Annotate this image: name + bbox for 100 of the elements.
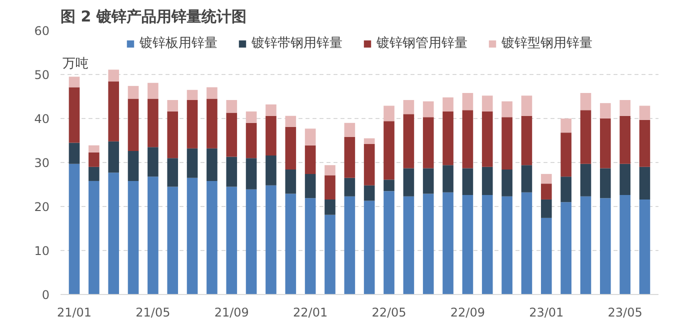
bar [128, 180, 139, 294]
y-tick-label: 30 [34, 156, 50, 170]
bar [422, 194, 434, 294]
bar [266, 104, 276, 116]
bar [285, 126, 296, 170]
x-tick-label: 21/09 [214, 306, 249, 320]
bar [422, 117, 434, 168]
bar [403, 100, 414, 114]
bar [128, 98, 139, 152]
bar [600, 103, 611, 118]
bar [206, 148, 218, 181]
bar [324, 165, 336, 176]
bar [108, 82, 120, 142]
bar [502, 117, 512, 170]
bar [560, 132, 572, 177]
chart-title: 图 2 镀锌产品用锌量统计图 [60, 8, 246, 26]
bar [324, 175, 336, 200]
bar [580, 196, 592, 294]
bar [128, 86, 139, 99]
bar [502, 101, 512, 118]
bar [560, 202, 572, 294]
bar [88, 145, 100, 152]
bar [442, 165, 454, 192]
bar [482, 111, 493, 167]
bar [167, 100, 178, 112]
bar [364, 185, 375, 201]
bar [580, 92, 592, 110]
bar [580, 110, 592, 164]
bar [442, 192, 454, 294]
bar [324, 214, 336, 294]
bar [167, 186, 178, 294]
x-tick-label: 22/01 [293, 306, 328, 320]
bar [304, 174, 316, 198]
bar [88, 180, 100, 294]
bar [344, 136, 356, 178]
bar [344, 122, 356, 137]
bar [639, 106, 650, 120]
bar [639, 120, 650, 167]
legend-label: 镀锌板用锌量 [140, 35, 218, 52]
bar [186, 178, 198, 294]
bar [442, 97, 454, 112]
bar [600, 118, 611, 168]
bar [620, 116, 630, 164]
bar [384, 180, 394, 192]
bar [482, 195, 493, 294]
y-tick-label: 50 [34, 68, 50, 82]
bar [186, 90, 198, 100]
bar [462, 168, 474, 196]
bar [560, 176, 572, 202]
bar [266, 155, 276, 186]
bar [403, 196, 414, 294]
bar [442, 111, 454, 166]
bar [384, 106, 394, 122]
bar [285, 194, 296, 294]
bar [521, 116, 532, 166]
bar [422, 168, 434, 194]
x-tick-label: 22/09 [450, 306, 485, 320]
bar [600, 168, 611, 198]
legend-label: 镀锌带钢用锌量 [252, 35, 342, 52]
bar [285, 170, 296, 194]
bar [364, 200, 375, 294]
bar [403, 168, 414, 196]
bar [344, 196, 356, 294]
bar [403, 114, 414, 168]
bar [88, 166, 100, 181]
bar [324, 199, 336, 215]
x-tick-label: 21/01 [56, 306, 92, 320]
bar [304, 128, 316, 146]
legend-label: 镀锌钢管用锌量 [376, 35, 468, 52]
bar [344, 178, 356, 196]
bar [580, 164, 592, 196]
bar [108, 141, 120, 173]
bar [206, 87, 218, 99]
bar [304, 145, 316, 174]
bar [148, 98, 158, 148]
bar [639, 166, 650, 200]
bar [206, 98, 218, 148]
bar [246, 158, 257, 190]
bar [462, 195, 474, 294]
bar [521, 165, 532, 192]
bar [502, 196, 512, 294]
bar [167, 158, 178, 187]
bar [246, 111, 257, 123]
bar [148, 82, 158, 99]
y-tick-label: 10 [34, 244, 50, 258]
bar [364, 138, 375, 144]
bar [521, 96, 532, 116]
bar [285, 116, 296, 127]
y-tick-label: 40 [34, 112, 50, 126]
bar [226, 100, 238, 113]
bar [148, 147, 158, 177]
x-tick-label: 22/05 [372, 306, 406, 320]
y-tick-label: 20 [34, 200, 50, 214]
bar [186, 100, 198, 148]
bar [226, 186, 238, 294]
y-tick-label: 0 [42, 288, 50, 302]
bar [88, 152, 100, 167]
bar [540, 218, 552, 294]
bar [422, 101, 434, 118]
x-tick-label: 21/05 [136, 306, 170, 320]
